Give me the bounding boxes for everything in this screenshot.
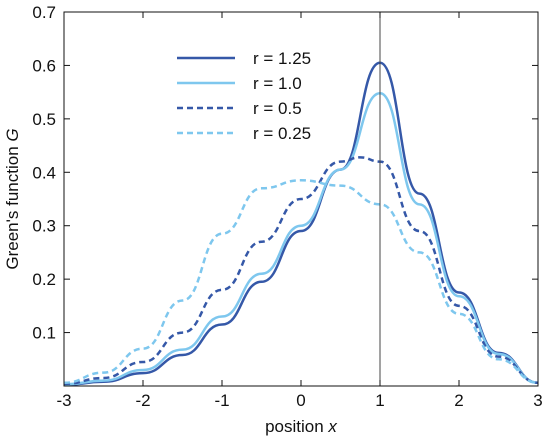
legend-label-3: r = 0.5: [253, 99, 302, 118]
series-line-4: [63, 179, 539, 385]
y-axis-label-text: Green's function: [3, 142, 22, 270]
curve-layer: [63, 12, 539, 387]
x-tick-label-4: 0: [296, 391, 305, 410]
series-line-3: [63, 156, 539, 386]
y-tick-label-3: 0.3: [32, 217, 56, 236]
legend-label-2: r = 1.0: [253, 74, 302, 93]
x-tick-label-3: -1: [214, 391, 229, 410]
y-axis-label: Green's function G: [3, 128, 22, 269]
legend-label-1: r = 1.25: [253, 49, 311, 68]
axis-labels: position x Green's function G: [3, 128, 337, 436]
legend: r = 1.25 r = 1.0 r = 0.5 r = 0.25: [177, 49, 311, 143]
y-tick-label-2: 0.2: [32, 270, 56, 289]
y-tick-label-5: 0.5: [32, 110, 56, 129]
x-axis-variable: x: [327, 417, 337, 436]
y-axis-variable: G: [3, 128, 22, 141]
series-line-2: [63, 91, 539, 386]
y-tick-label-1: 0.1: [32, 324, 56, 343]
y-tick-label-6: 0.6: [32, 56, 56, 75]
y-tick-label-4: 0.4: [32, 163, 56, 182]
x-tick-label-5: 1: [375, 391, 384, 410]
x-tick-label-2: -2: [135, 391, 150, 410]
x-tick-label-1: -3: [56, 391, 71, 410]
x-axis-label-text: position: [265, 417, 328, 436]
legend-label-4: r = 0.25: [253, 124, 311, 143]
y-ticks: 0.1 0.2 0.3 0.4 0.5 0.6 0.7: [32, 3, 538, 343]
y-tick-label-7: 0.7: [32, 3, 56, 22]
x-ticks: -3 -2 -1 0 1 2 3: [56, 12, 543, 410]
x-axis-label: position x: [265, 417, 337, 436]
x-tick-label-7: 3: [533, 391, 542, 410]
x-tick-label-6: 2: [454, 391, 463, 410]
